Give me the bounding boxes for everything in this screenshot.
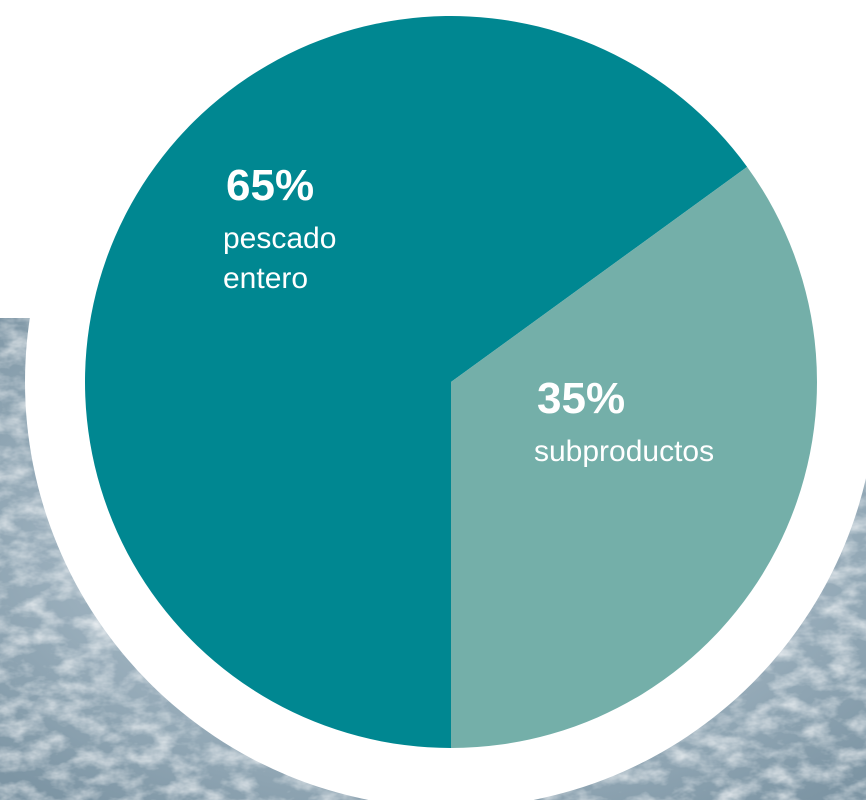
slice-category-label: subproductos — [534, 435, 714, 468]
slice-category-label: pescado — [223, 222, 336, 255]
pie-labels: 65% pescado entero 35% subproductos — [223, 161, 714, 468]
slice-percent-label: 65% — [226, 161, 314, 210]
pie-slice-1 — [85, 16, 748, 749]
slice-percent-label: 35% — [537, 374, 625, 423]
slice-category-label: entero — [223, 262, 308, 295]
pie-slices — [85, 16, 818, 749]
pie-slice-2 — [451, 166, 818, 748]
